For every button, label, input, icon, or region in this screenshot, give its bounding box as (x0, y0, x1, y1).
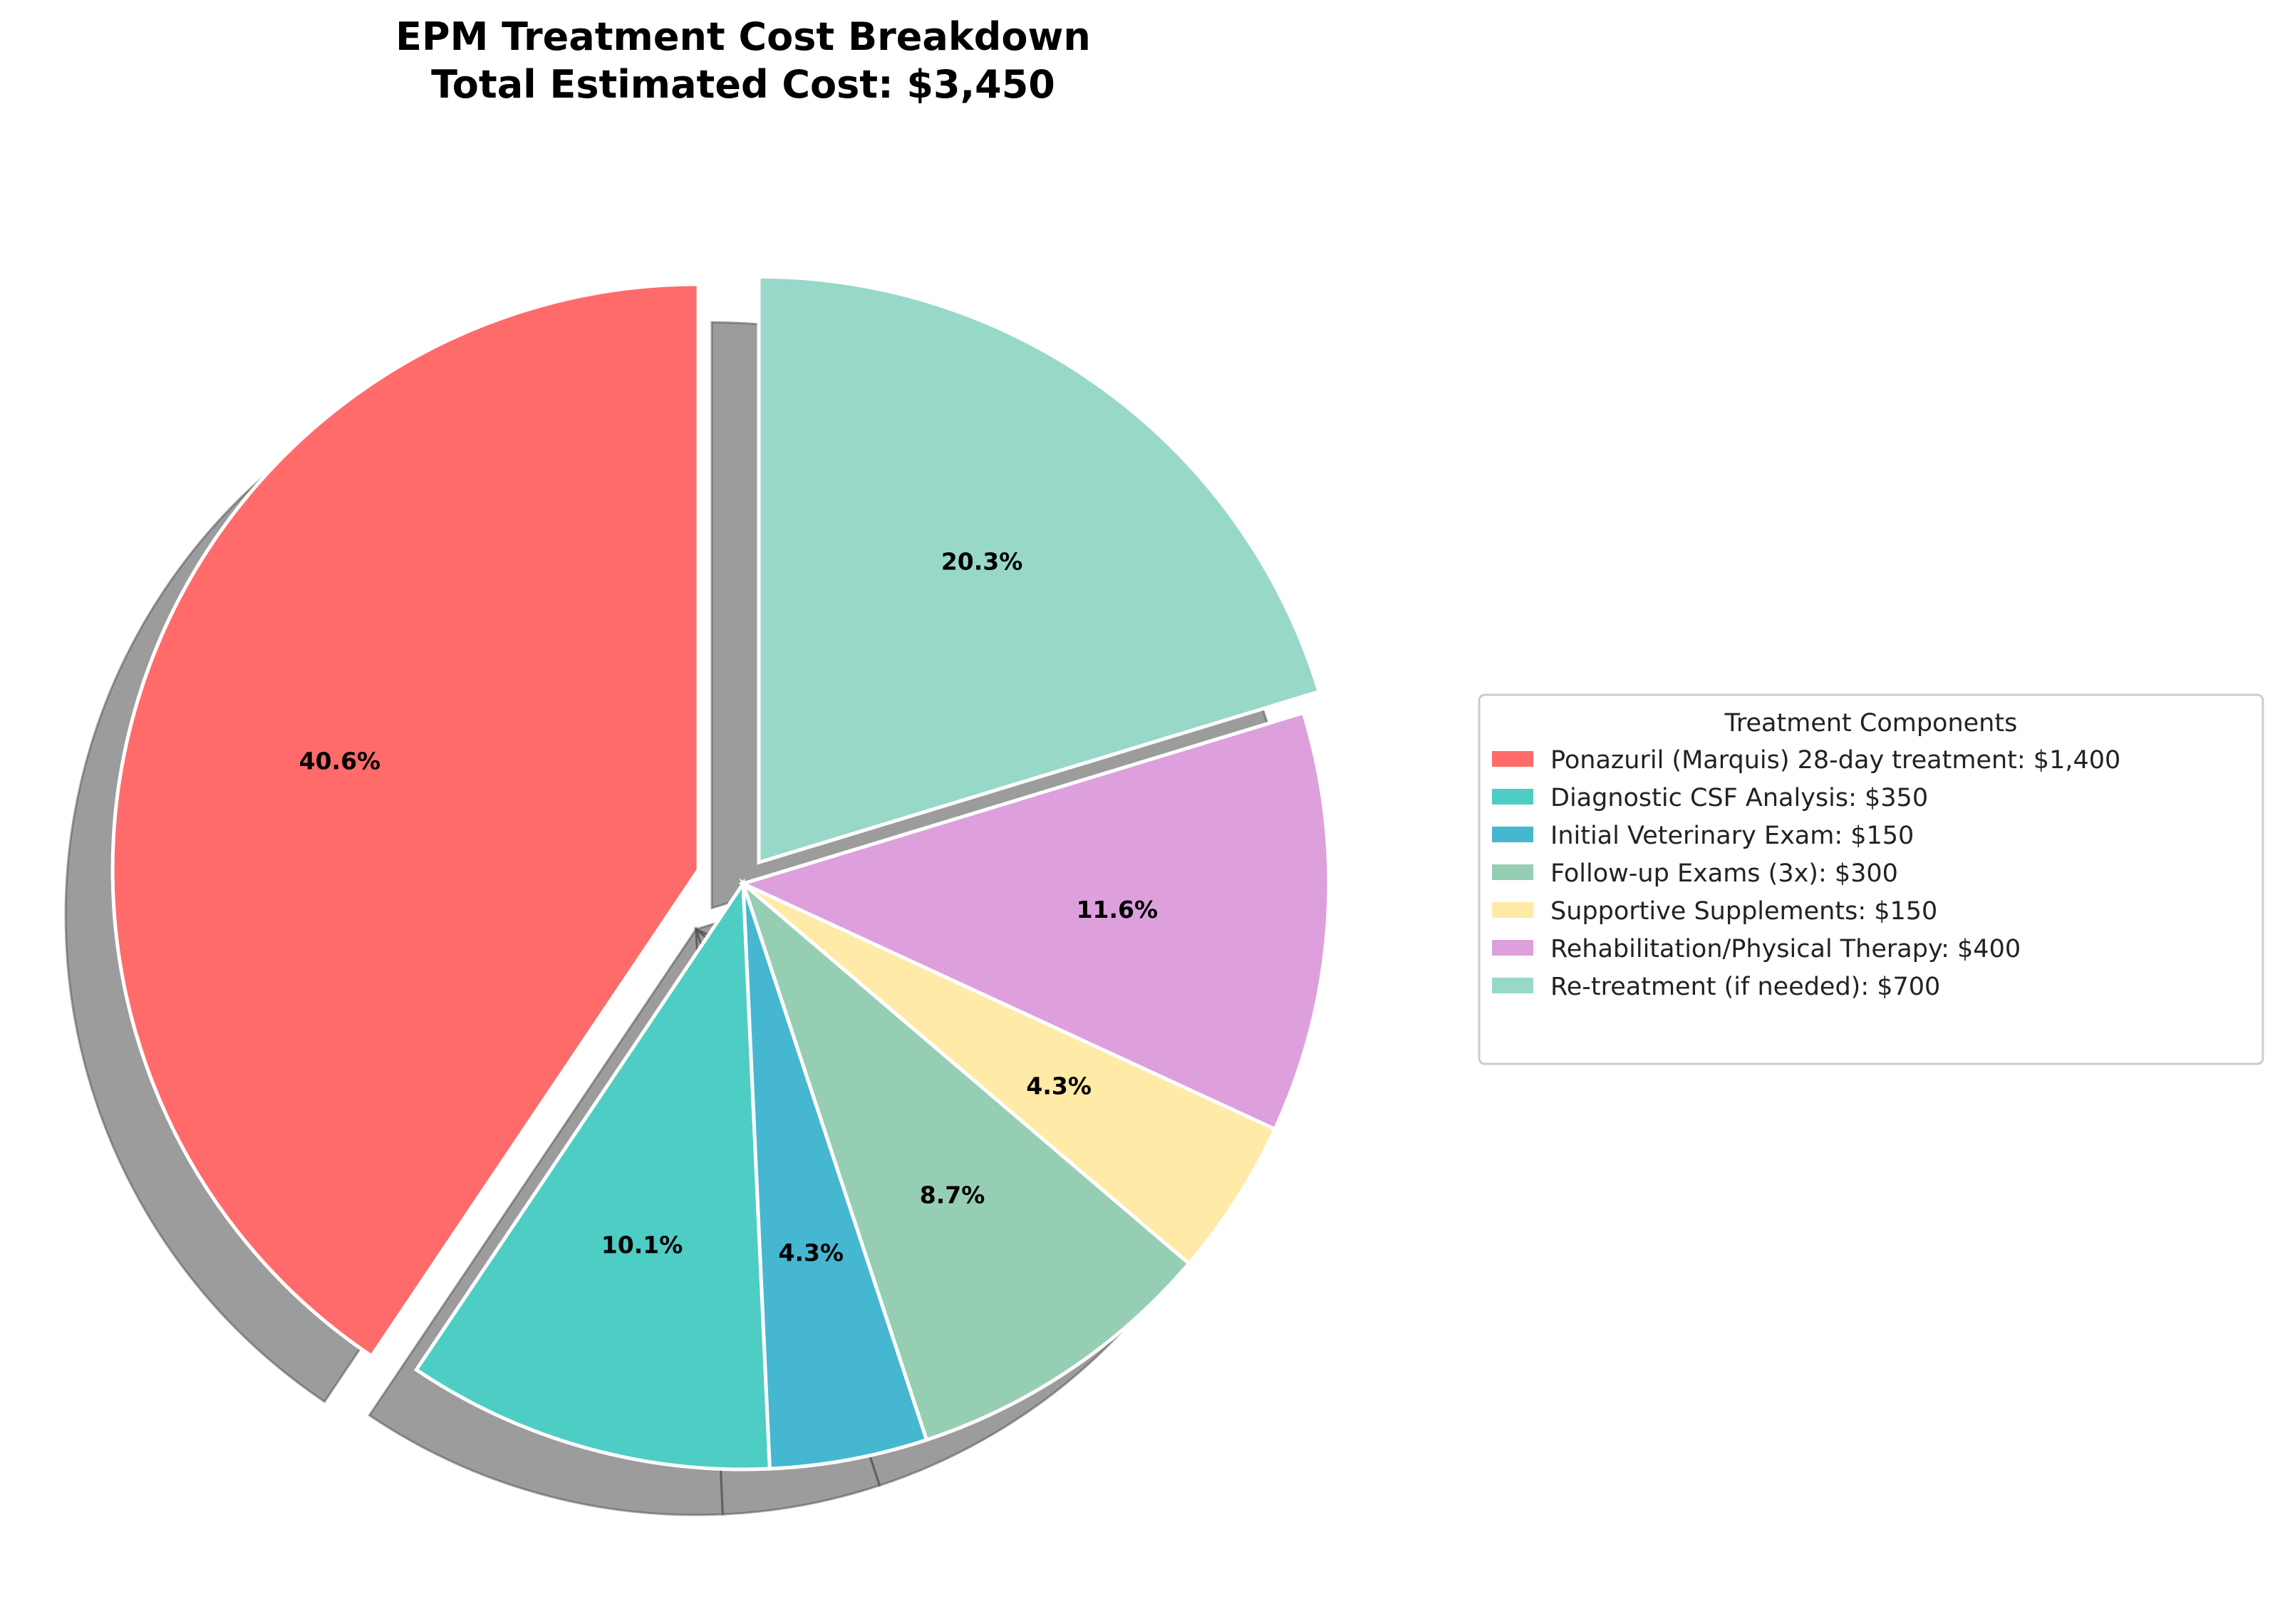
legend-swatch (1492, 751, 1533, 767)
pie-percent-label: 11.6% (1077, 896, 1159, 924)
legend-title: Treatment Components (1724, 709, 2018, 738)
chart-subtitle: Total Estimated Cost: $3,450 (431, 62, 1055, 107)
pie-percent-label: 4.3% (1026, 1072, 1092, 1100)
pie-percent-label: 10.1% (601, 1231, 683, 1259)
pie-slice (739, 878, 1192, 1442)
pie-percent-label: 4.3% (779, 1238, 844, 1266)
legend-swatch (1492, 978, 1533, 993)
legend-frame (1478, 693, 2264, 1065)
pie-slice (413, 878, 772, 1472)
legend-swatch (1492, 864, 1533, 880)
pie-percent-label: 8.7% (920, 1181, 985, 1209)
legend-item-label: Rehabilitation/Physical Therapy: $400 (1550, 935, 2021, 963)
pie-wedges (110, 274, 1331, 1472)
legend-swatch (1492, 789, 1533, 805)
pie-slice (757, 274, 1322, 865)
legend-item-label: Follow-up Exams (3x): $300 (1550, 859, 1898, 888)
legend-swatch (1492, 940, 1533, 956)
legend-item-label: Re-treatment (if needed): $700 (1550, 973, 1940, 1001)
legend-item-label: Diagnostic CSF Analysis: $350 (1550, 784, 1928, 812)
pie-slice (742, 881, 1278, 1266)
legend-item-label: Ponazuril (Marquis) 28-day treatment: $1… (1550, 746, 2120, 775)
chart-title: EPM Treatment Cost Breakdown (395, 14, 1091, 59)
pie-slice (741, 883, 929, 1471)
legend-swatch (1492, 827, 1533, 842)
pie-slice (110, 282, 700, 1359)
pie-percent-label: 20.3% (941, 547, 1023, 575)
legend-swatch (1492, 902, 1533, 918)
legend-item-label: Supportive Supplements: $150 (1550, 897, 1937, 926)
legend-item-label: Initial Veterinary Exam: $150 (1550, 822, 1914, 850)
legend: Treatment Components Ponazuril (Marquis)… (1478, 693, 2264, 1065)
pie-slice (737, 710, 1331, 1132)
pie-percent-label: 40.6% (299, 747, 381, 775)
pie-percent-labels: 40.6% 10.1% 4.3% 8.7% 4.3% 11.6% 20.3% (299, 547, 1158, 1266)
